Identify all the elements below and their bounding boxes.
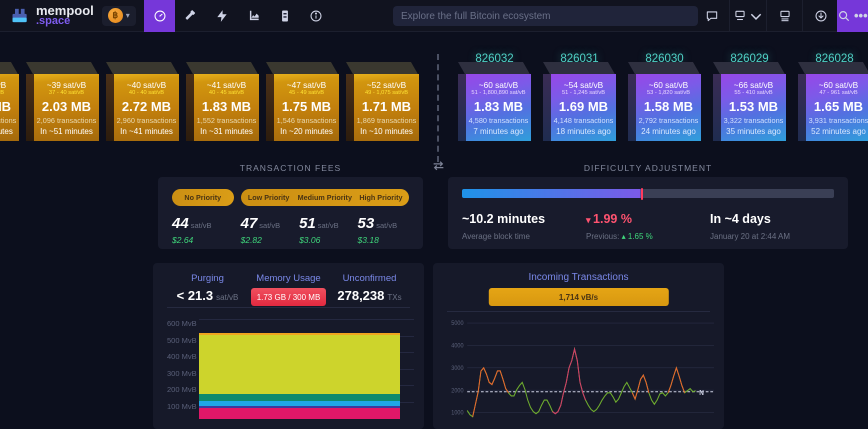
svg-text:3000: 3000: [451, 366, 464, 372]
svg-text:N: N: [699, 390, 704, 397]
svg-text:2000: 2000: [451, 388, 464, 394]
svg-text:5000: 5000: [451, 321, 464, 327]
svg-text:1000: 1000: [451, 410, 464, 416]
svg-text:4000: 4000: [451, 343, 464, 349]
